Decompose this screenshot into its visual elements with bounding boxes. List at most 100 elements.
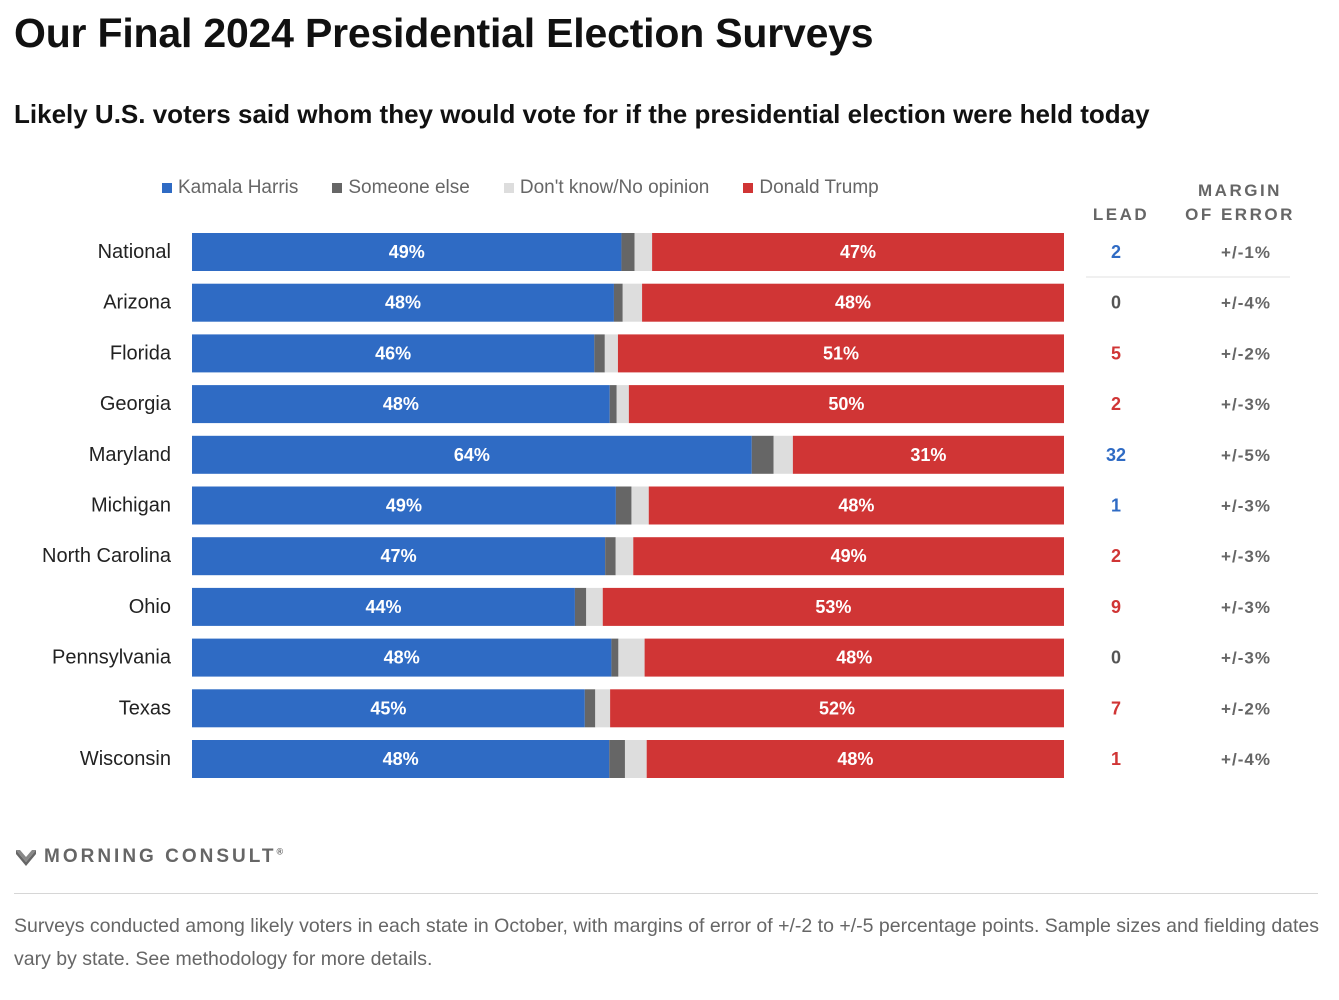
row-label-maryland: Maryland bbox=[89, 444, 171, 466]
legend-label-someone-else: Someone else bbox=[348, 177, 470, 198]
bar-label-trump-arizona: 48% bbox=[835, 293, 871, 313]
lead-value-texas: 7 bbox=[1111, 698, 1121, 718]
row-label-arizona: Arizona bbox=[103, 292, 172, 314]
chart-subtitle: Likely U.S. voters said whom they would … bbox=[14, 99, 1150, 129]
bar-segment-harris-texas bbox=[192, 689, 585, 728]
bar-label-harris-florida: 46% bbox=[375, 343, 411, 363]
bar-segment-someone-else-maryland bbox=[751, 435, 774, 474]
bar-label-trump-north-carolina: 49% bbox=[831, 546, 867, 566]
bar-segment-trump-maryland bbox=[792, 435, 1064, 474]
row-label-texas: Texas bbox=[119, 697, 171, 719]
bar-segment-trump-national bbox=[652, 233, 1064, 271]
margin-of-error-pennsylvania: +/-3% bbox=[1221, 649, 1271, 668]
bar-label-harris-texas: 45% bbox=[370, 698, 406, 718]
bar-segment-someone-else-michigan bbox=[615, 486, 632, 525]
bar-label-trump-ohio: 53% bbox=[815, 597, 851, 617]
bar-label-trump-wisconsin: 48% bbox=[837, 749, 873, 769]
lead-value-national: 2 bbox=[1111, 242, 1121, 262]
bar-segment-trump-ohio bbox=[602, 587, 1064, 626]
margin-of-error-wisconsin: +/-4% bbox=[1221, 750, 1271, 769]
bar-label-trump-pennsylvania: 48% bbox=[836, 648, 872, 668]
bar-segment-harris-florida bbox=[192, 334, 595, 373]
legend-swatch-someone-else bbox=[332, 183, 343, 193]
margin-of-error-national: +/-1% bbox=[1221, 243, 1271, 262]
lead-value-michigan: 1 bbox=[1111, 496, 1121, 516]
brand-name: MORNING CONSULT® bbox=[44, 846, 283, 868]
bar-label-harris-wisconsin: 48% bbox=[383, 749, 419, 769]
bar-segment-dont-know-maryland bbox=[773, 435, 793, 474]
bar-segment-trump-wisconsin bbox=[646, 740, 1064, 778]
legend-swatch-dont-know bbox=[503, 183, 514, 193]
bar-segment-someone-else-ohio bbox=[574, 587, 587, 626]
bar-segment-someone-else-arizona bbox=[613, 283, 623, 322]
bar-label-trump-michigan: 48% bbox=[838, 496, 874, 516]
lead-value-pennsylvania: 0 bbox=[1111, 648, 1121, 668]
lead-value-maryland: 32 bbox=[1106, 445, 1126, 465]
legend-item-harris: Kamala Harris bbox=[162, 177, 298, 199]
bar-segment-trump-north-carolina bbox=[633, 537, 1064, 576]
legend-item-dont-know: Don't know/No opinion bbox=[503, 177, 709, 199]
margin-of-error-maryland: +/-5% bbox=[1221, 446, 1271, 465]
bar-segment-harris-pennsylvania bbox=[192, 638, 612, 677]
bar-segment-someone-else-north-carolina bbox=[605, 537, 616, 576]
stacked-bar-chart: National 49% 47% 2 +/-1% Arizona 48% 48% 0 +/-4% F… bbox=[42, 233, 1290, 778]
lead-value-arizona: 0 bbox=[1111, 293, 1121, 313]
chart-title: Our Final 2024 Presidential Election Sur… bbox=[14, 10, 874, 56]
bar-label-harris-michigan: 49% bbox=[386, 496, 422, 516]
bar-segment-dont-know-texas bbox=[595, 689, 611, 728]
bar-segment-someone-else-georgia bbox=[609, 385, 617, 424]
bar-segment-dont-know-national bbox=[634, 233, 653, 271]
moe-header-line-2: OF ERROR bbox=[1185, 205, 1295, 224]
legend-item-trump: Donald Trump bbox=[743, 177, 879, 199]
bar-segment-dont-know-north-carolina bbox=[615, 537, 634, 576]
bar-segment-dont-know-ohio bbox=[586, 587, 603, 626]
bar-label-trump-maryland: 31% bbox=[910, 445, 946, 465]
margin-of-error-column-header: MARGIN OF ERROR bbox=[1176, 179, 1304, 227]
row-label-north-carolina: North Carolina bbox=[42, 545, 172, 567]
bar-segment-someone-else-pennsylvania bbox=[611, 638, 619, 677]
bar-segment-someone-else-florida bbox=[594, 334, 605, 373]
bar-label-harris-arizona: 48% bbox=[385, 293, 421, 313]
bar-label-trump-florida: 51% bbox=[823, 343, 859, 363]
bar-segment-someone-else-wisconsin bbox=[609, 740, 625, 778]
bar-segment-trump-texas bbox=[610, 689, 1064, 728]
bar-segment-dont-know-georgia bbox=[616, 385, 629, 424]
bar-segment-harris-national bbox=[192, 233, 622, 271]
legend-swatch-trump bbox=[743, 183, 754, 193]
moe-header-line-1: MARGIN bbox=[1198, 181, 1282, 200]
margin-of-error-florida: +/-2% bbox=[1221, 344, 1271, 363]
margin-of-error-ohio: +/-3% bbox=[1221, 598, 1271, 617]
brand-registered-mark: ® bbox=[276, 846, 284, 857]
morning-consult-logo-icon bbox=[16, 850, 36, 866]
bar-label-trump-national: 47% bbox=[840, 242, 876, 262]
brand-name-text: MORNING CONSULT bbox=[44, 846, 277, 867]
margin-of-error-michigan: +/-3% bbox=[1221, 497, 1271, 516]
bar-segment-someone-else-national bbox=[621, 233, 635, 271]
row-label-georgia: Georgia bbox=[100, 393, 172, 415]
lead-value-georgia: 2 bbox=[1111, 394, 1121, 414]
bar-label-harris-ohio: 44% bbox=[365, 597, 401, 617]
bar-segment-trump-arizona bbox=[642, 283, 1064, 322]
bar-label-harris-pennsylvania: 48% bbox=[384, 648, 420, 668]
row-label-wisconsin: Wisconsin bbox=[80, 748, 171, 770]
bar-segment-harris-wisconsin bbox=[192, 740, 610, 778]
footnote: Surveys conducted among likely voters in… bbox=[14, 915, 1320, 970]
margin-of-error-north-carolina: +/-3% bbox=[1221, 547, 1271, 566]
lead-value-north-carolina: 2 bbox=[1111, 546, 1121, 566]
lead-value-florida: 5 bbox=[1111, 343, 1121, 363]
row-label-ohio: Ohio bbox=[129, 596, 171, 618]
lead-value-ohio: 9 bbox=[1111, 597, 1121, 617]
legend-swatch-harris bbox=[162, 183, 172, 193]
bar-segment-trump-georgia bbox=[628, 385, 1064, 424]
row-label-florida: Florida bbox=[110, 342, 172, 364]
bar-segment-trump-michigan bbox=[648, 486, 1064, 525]
bar-segment-dont-know-florida bbox=[604, 334, 618, 373]
row-label-pennsylvania: Pennsylvania bbox=[52, 647, 172, 669]
margin-of-error-texas: +/-2% bbox=[1221, 699, 1271, 718]
bar-segment-dont-know-wisconsin bbox=[624, 740, 647, 778]
bar-segment-trump-florida bbox=[617, 334, 1064, 373]
bar-segment-harris-north-carolina bbox=[192, 537, 606, 576]
row-label-michigan: Michigan bbox=[91, 495, 171, 517]
bar-segment-trump-pennsylvania bbox=[644, 638, 1064, 677]
row-label-national: National bbox=[98, 241, 171, 263]
